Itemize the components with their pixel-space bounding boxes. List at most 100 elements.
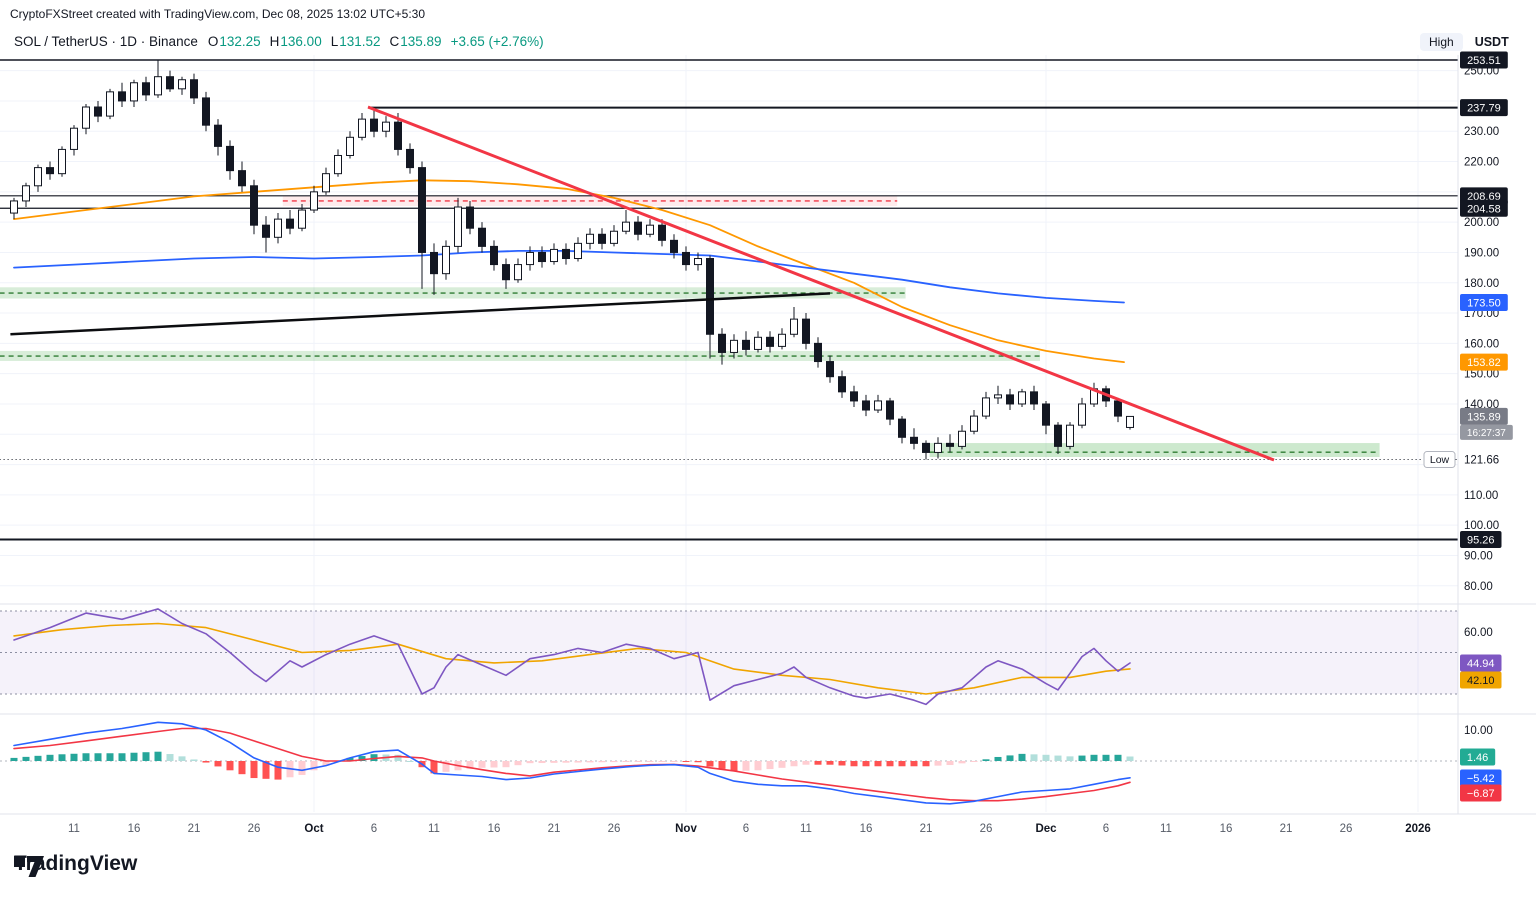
price-axis[interactable]: 250.00 230.00 220.00 200.00 190.00 180.00 170.… xyxy=(1423,51,1513,802)
candle[interactable] xyxy=(118,82,126,107)
candle[interactable] xyxy=(1054,422,1062,454)
candle[interactable] xyxy=(742,331,750,356)
candle[interactable] xyxy=(658,219,666,247)
candle[interactable] xyxy=(166,70,174,92)
candle[interactable] xyxy=(922,440,930,460)
candle[interactable] xyxy=(526,246,534,271)
candle[interactable] xyxy=(34,164,42,192)
candle[interactable] xyxy=(1114,397,1122,423)
candle[interactable] xyxy=(958,425,966,450)
candle[interactable] xyxy=(670,234,678,259)
candle[interactable] xyxy=(982,391,990,420)
candle[interactable] xyxy=(634,216,642,241)
candle[interactable] xyxy=(730,334,738,359)
candle[interactable] xyxy=(850,385,858,407)
candle[interactable] xyxy=(706,255,714,359)
candle[interactable] xyxy=(718,328,726,365)
candle[interactable] xyxy=(682,246,690,271)
candle[interactable] xyxy=(814,337,822,368)
candle[interactable] xyxy=(310,185,318,214)
candle[interactable] xyxy=(754,331,762,353)
candle[interactable] xyxy=(1126,415,1134,430)
candle[interactable] xyxy=(586,228,594,250)
macd-pane[interactable] xyxy=(0,721,1458,805)
candle[interactable] xyxy=(190,73,198,104)
candle[interactable] xyxy=(406,143,414,174)
candle[interactable] xyxy=(82,103,90,135)
candle[interactable] xyxy=(538,246,546,268)
candle[interactable] xyxy=(574,237,582,262)
candle[interactable] xyxy=(1042,400,1050,435)
candle[interactable] xyxy=(886,397,894,426)
candle[interactable] xyxy=(442,240,450,280)
candle[interactable] xyxy=(358,113,366,141)
candle[interactable] xyxy=(370,106,378,138)
candle[interactable] xyxy=(610,225,618,247)
candle[interactable] xyxy=(550,243,558,265)
candle[interactable] xyxy=(1030,385,1038,411)
candle[interactable] xyxy=(1090,382,1098,407)
candle[interactable] xyxy=(226,140,234,180)
candle[interactable] xyxy=(298,203,306,232)
candle[interactable] xyxy=(46,161,54,180)
candle[interactable] xyxy=(502,258,510,289)
candle[interactable] xyxy=(178,76,186,95)
candle[interactable] xyxy=(562,243,570,265)
candle[interactable] xyxy=(154,60,162,98)
candle[interactable] xyxy=(970,410,978,435)
candle[interactable] xyxy=(934,437,942,459)
candle[interactable] xyxy=(802,313,810,350)
candle[interactable] xyxy=(346,131,354,159)
candle[interactable] xyxy=(826,355,834,383)
candle[interactable] xyxy=(286,210,294,235)
candle[interactable] xyxy=(22,182,30,207)
candle[interactable] xyxy=(1018,388,1026,407)
price-pane[interactable] xyxy=(0,59,1458,541)
candle[interactable] xyxy=(94,100,102,123)
candle[interactable] xyxy=(874,394,882,414)
tradingview-logo[interactable]: TradingView xyxy=(14,852,137,877)
candle[interactable] xyxy=(454,197,462,253)
candle[interactable] xyxy=(514,258,522,283)
candle[interactable] xyxy=(490,240,498,271)
candle[interactable] xyxy=(70,125,78,156)
candle[interactable] xyxy=(910,428,918,450)
rsi-pane[interactable] xyxy=(0,608,1458,706)
candle[interactable] xyxy=(598,228,606,250)
candle[interactable] xyxy=(418,161,426,289)
candle[interactable] xyxy=(862,394,870,417)
candle[interactable] xyxy=(694,252,702,271)
candle[interactable] xyxy=(262,216,270,253)
candle[interactable] xyxy=(646,219,654,238)
candle[interactable] xyxy=(778,328,786,350)
candle[interactable] xyxy=(1066,422,1074,450)
candle[interactable] xyxy=(10,197,18,220)
candle[interactable] xyxy=(466,200,474,235)
candle[interactable] xyxy=(214,119,222,156)
candle[interactable] xyxy=(238,161,246,192)
candle[interactable] xyxy=(130,79,138,107)
candle[interactable] xyxy=(430,243,438,295)
candle[interactable] xyxy=(106,88,114,120)
candle[interactable] xyxy=(250,179,258,235)
candle[interactable] xyxy=(1078,397,1086,429)
candle[interactable] xyxy=(334,149,342,177)
candle[interactable] xyxy=(838,370,846,398)
time-axis[interactable]: 11 16 21 26 Oct 6 11 16 21 26 Nov 6 11 16 21 26 Dec 6 11 16… xyxy=(68,823,1431,835)
candle[interactable] xyxy=(58,146,66,177)
candle[interactable] xyxy=(478,222,486,253)
candle[interactable] xyxy=(202,91,210,132)
candle[interactable] xyxy=(1006,388,1014,411)
symbol-title[interactable]: SOL / TetherUS · 1D · Binance xyxy=(14,34,198,49)
candle[interactable] xyxy=(322,167,330,195)
candle[interactable] xyxy=(622,210,630,235)
candle[interactable] xyxy=(946,434,954,453)
candle[interactable] xyxy=(382,116,390,138)
candle[interactable] xyxy=(142,76,150,101)
candle[interactable] xyxy=(898,416,906,444)
candle[interactable] xyxy=(790,306,798,338)
candle[interactable] xyxy=(274,213,282,244)
candle[interactable] xyxy=(766,331,774,353)
candle[interactable] xyxy=(994,385,1002,404)
